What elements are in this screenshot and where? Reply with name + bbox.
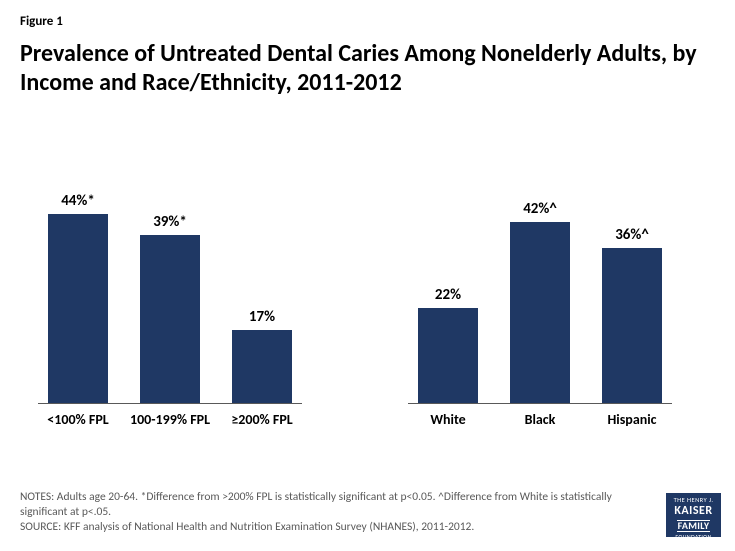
axis-line	[408, 403, 672, 404]
logo-line-1: THE HENRY J.	[666, 497, 721, 504]
bar	[48, 214, 108, 403]
axis-line	[38, 403, 302, 404]
bar	[510, 222, 570, 403]
category-label: 100-199% FPL	[122, 411, 218, 428]
category-label: White	[400, 411, 496, 428]
notes-line-2: significant at p<.05.	[20, 505, 660, 520]
chart-title: Prevalence of Untreated Dental Caries Am…	[20, 40, 715, 98]
bar-value-label: 36%^	[582, 226, 682, 244]
figure-label: Figure 1	[20, 14, 63, 29]
bar-value-label: 22%	[398, 286, 498, 304]
notes-line-1: NOTES: Adults age 20-64. *Difference fro…	[20, 490, 660, 505]
bar-value-label: 17%	[212, 308, 312, 326]
category-label: Black	[492, 411, 588, 428]
bar	[602, 248, 662, 403]
bar	[232, 330, 292, 403]
logo-line-3: FAMILY	[677, 520, 711, 532]
bar-chart: 44%* <100% FPL 39%* 100-199% FPL 17% ≥200% FP…	[0, 188, 735, 433]
category-label: ≥200% FPL	[214, 411, 310, 428]
category-label: Hispanic	[584, 411, 680, 428]
bar-value-label: 42%^	[490, 200, 590, 218]
bar-value-label: 39%*	[120, 213, 220, 231]
notes-block: NOTES: Adults age 20-64. *Difference fro…	[20, 490, 660, 535]
kff-logo: THE HENRY J. KAISER FAMILY FOUNDATION	[666, 493, 721, 537]
logo-line-2: KAISER	[666, 505, 721, 517]
bar	[140, 235, 200, 403]
bar	[418, 308, 478, 403]
category-label: <100% FPL	[30, 411, 126, 428]
bar-value-label: 44%*	[28, 192, 128, 210]
logo-line-4: FOUNDATION	[666, 534, 721, 540]
source-line: SOURCE: KFF analysis of National Health …	[20, 520, 660, 535]
